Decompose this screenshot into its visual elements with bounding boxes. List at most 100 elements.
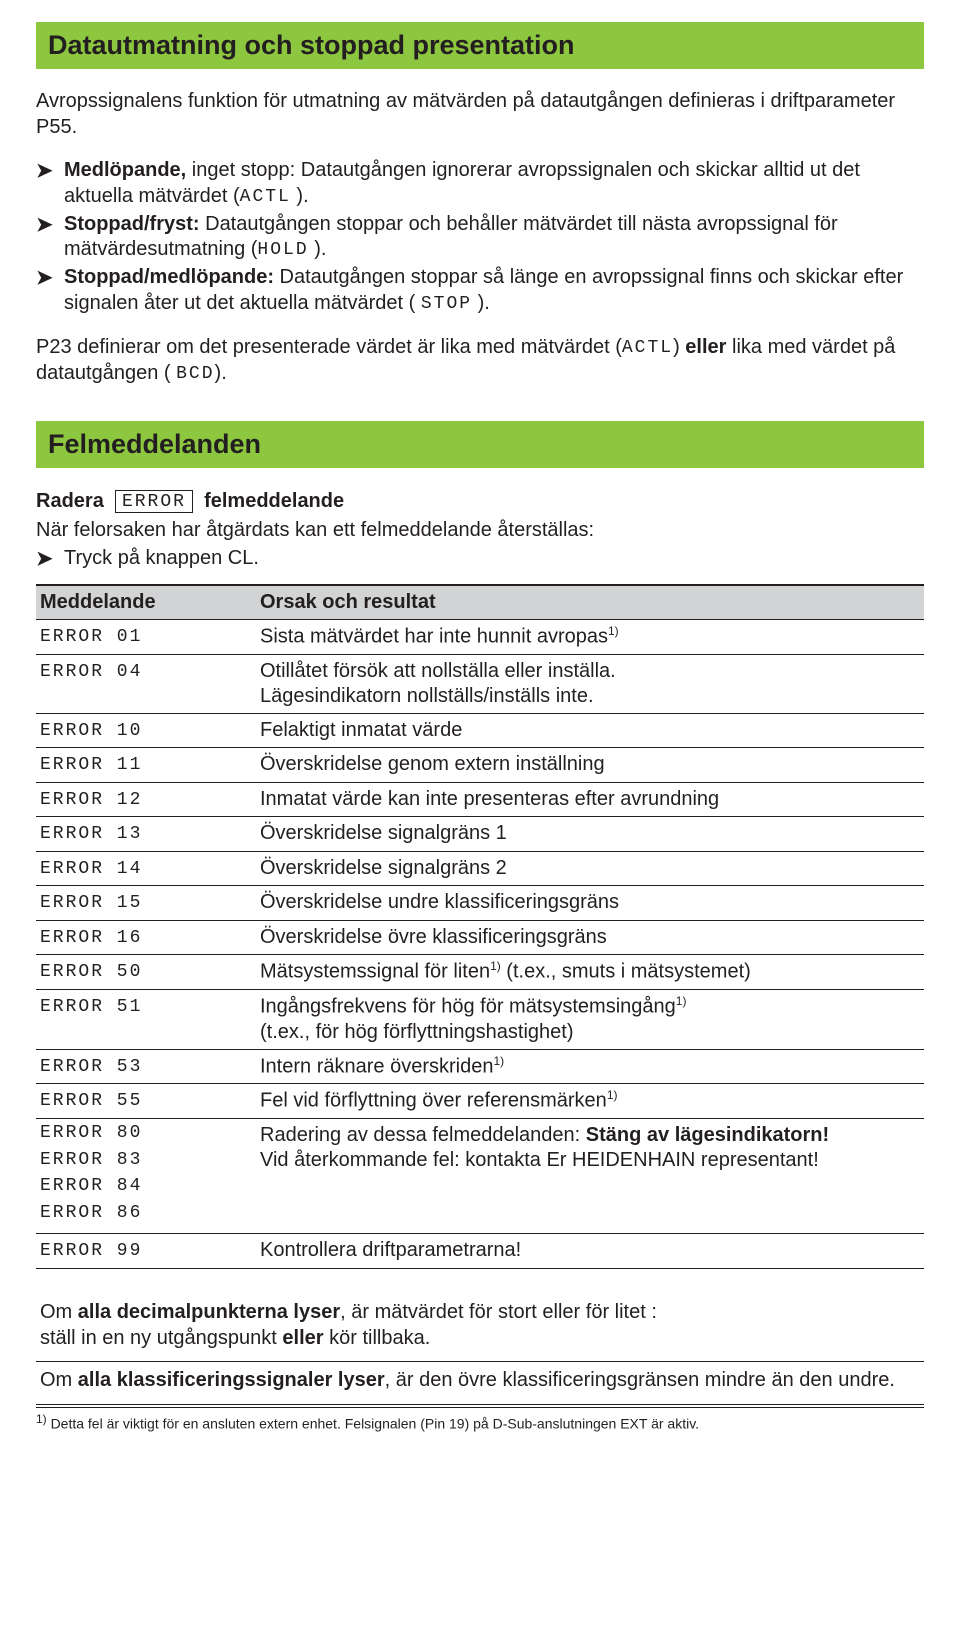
err-desc-line2: Vid återkommande fel: kontakta Er HEIDEN… [260,1149,819,1171]
err-desc: Överskridelse övre klassificeringsgräns [256,920,924,955]
err-code: ERROR 53 [40,1056,142,1079]
radera-bullet-text: Tryck på knappen CL. [64,546,924,572]
radera-label: Radera [36,490,104,512]
table-row: ERROR 10 Felaktigt inmatat värde [36,713,924,748]
table-row: ERROR 50 Mätsystemssignal för liten1) (t… [36,955,924,990]
note-text: kör tillbaka. [324,1327,431,1349]
err-code: ERROR 12 [40,789,142,812]
seg-code: ACTL [240,186,291,209]
table-row: ERROR 16 Överskridelse övre klassificeri… [36,920,924,955]
error-table: Meddelande Orsak och resultat ERROR 01 S… [36,584,924,1268]
err-desc: Överskridelse signalgräns 2 [256,851,924,886]
bullet-marker-icon: ➤ [36,212,64,239]
radera-suffix: felmeddelande [204,490,344,512]
bullet-item: ➤ Medlöpande, inget stopp: Datautgången … [36,158,924,210]
err-desc-after: (t.ex., smuts i mätsystemet) [501,961,751,983]
err-code: ERROR 86 [40,1202,248,1225]
bullet-lead: Medlöpande, [64,159,186,181]
err-code: ERROR 83 [40,1149,248,1172]
err-desc: Fel vid förflyttning över referensmärken [260,1090,607,1112]
err-code: ERROR 04 [40,661,142,684]
err-code: ERROR 16 [40,927,142,950]
radera-bullet: ➤ Tryck på knappen CL. [36,546,924,573]
error-box-icon: ERROR [115,490,193,513]
err-code: ERROR 80 [40,1122,248,1145]
err-desc: Sista mätvärdet har inte hunnit avropas [260,626,608,648]
bullet-tail: ). [309,238,327,260]
bullet-text: Stoppad/medlöpande: Datautgången stoppar… [64,265,924,317]
err-desc: Otillåtet försök att nollställa eller in… [256,654,924,713]
note-bold: alla decimalpunkterna lyser [78,1301,340,1323]
note-text: Om [40,1301,78,1323]
radera-line2: När felorsaken har åtgärdats kan ett fel… [36,518,924,544]
table-row: ERROR 15 Överskridelse undre klassificer… [36,886,924,921]
err-code: ERROR 55 [40,1090,142,1113]
seg-code: ACTL [622,337,673,360]
table-row: ERROR 80 ERROR 83 ERROR 84 ERROR 86 Rade… [36,1119,924,1234]
bullet-item: ➤ Stoppad/medlöpande: Datautgången stopp… [36,265,924,317]
bullet-tail: ). [291,185,309,207]
bullet-tail: ). [472,292,490,314]
err-desc: Överskridelse signalgräns 1 [256,817,924,852]
table-row: ERROR 01 Sista mätvärdet har inte hunnit… [36,620,924,655]
closing-bold: eller [685,336,726,358]
bullet-lead: Stoppad/medlöpande: [64,266,274,288]
table-row: ERROR 04 Otillåtet försök att nollställa… [36,654,924,713]
sup-ref: 1) [493,1054,504,1068]
footnote: 1) Detta fel är viktigt för en ansluten … [36,1407,924,1432]
err-code: ERROR 11 [40,754,142,777]
bullet-item: ➤ Stoppad/fryst: Datautgången stoppar oc… [36,212,924,264]
table-row: ERROR 13 Överskridelse signalgräns 1 [36,817,924,852]
bullet-marker-icon: ➤ [36,265,64,292]
err-code: ERROR 50 [40,961,142,984]
section1-bullets: ➤ Medlöpande, inget stopp: Datautgången … [36,158,924,317]
err-code: ERROR 51 [40,996,142,1019]
seg-code: STOP [421,293,472,316]
err-desc-bold: Stäng av lägesindikatorn! [586,1124,829,1146]
section1-closing: P23 definierar om det presenterade värde… [36,335,924,387]
table-row: ERROR 51 Ingångsfrekvens för hög för mät… [36,990,924,1050]
bullet-lead: Stoppad/fryst: [64,213,200,235]
sup-ref: 1) [608,624,619,638]
table-row: ERROR 53 Intern räknare överskriden1) [36,1049,924,1084]
err-desc: Inmatat värde kan inte presenteras efter… [256,782,924,817]
footnote-marker: 1) [36,1412,47,1426]
err-desc: Mätsystemssignal för liten [260,961,490,983]
table-head-code: Meddelande [36,585,256,620]
table-row: ERROR 99 Kontrollera driftparametrarna! [36,1234,924,1269]
note-text: Om [40,1369,78,1391]
section2-title: Felmeddelanden [36,421,924,468]
err-desc: Överskridelse genom extern inställning [256,748,924,783]
note-block-2: Om alla klassificeringssignaler lyser, ä… [36,1362,924,1405]
note-bold: alla klassificeringssignaler lyser [78,1369,385,1391]
err-code: ERROR 84 [40,1175,248,1198]
section1-intro: Avropssignalens funktion för utmatning a… [36,89,924,140]
closing-text: ). [215,362,227,384]
err-desc: Felaktigt inmatat värde [256,713,924,748]
table-row: ERROR 11 Överskridelse genom extern inst… [36,748,924,783]
err-code: ERROR 99 [40,1240,142,1263]
table-row: ERROR 55 Fel vid förflyttning över refer… [36,1084,924,1119]
err-desc: Kontrollera driftparametrarna! [256,1234,924,1269]
footnote-text: Detta fel är viktigt för en ansluten ext… [51,1416,700,1432]
err-desc-after: (t.ex., för hög förflyttningshastighet) [260,1021,574,1043]
err-desc: Intern räknare överskriden [260,1055,493,1077]
bullet-marker-icon: ➤ [36,546,64,573]
radera-heading: Radera ERROR felmeddelande [36,490,924,514]
table-row: ERROR 14 Överskridelse signalgräns 2 [36,851,924,886]
err-code: ERROR 01 [40,626,142,649]
sup-ref: 1) [490,959,501,973]
err-code: ERROR 15 [40,892,142,915]
sup-ref: 1) [607,1088,618,1102]
err-desc: Överskridelse undre klassificeringsgräns [256,886,924,921]
err-code: ERROR 10 [40,720,142,743]
bullet-text: Stoppad/fryst: Datautgången stoppar och … [64,212,924,264]
err-desc: Ingångsfrekvens för hög för mätsystemsin… [260,996,676,1018]
note-bold: eller [282,1327,323,1349]
sup-ref: 1) [676,994,687,1008]
note-block-1: Om alla decimalpunkterna lyser, är mätvä… [36,1269,924,1363]
section1-title: Datautmatning och stoppad presentation [36,22,924,69]
table-head-desc: Orsak och resultat [256,585,924,620]
seg-code: HOLD [257,239,308,262]
table-row: ERROR 12 Inmatat värde kan inte presente… [36,782,924,817]
